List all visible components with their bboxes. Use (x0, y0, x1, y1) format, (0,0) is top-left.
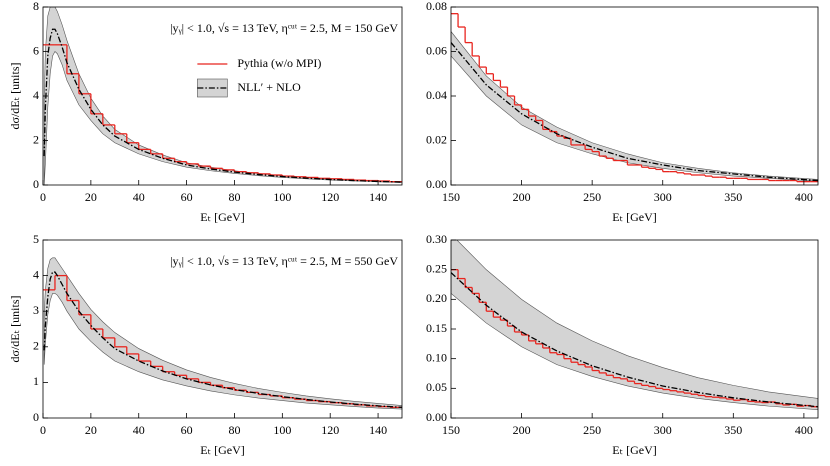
x-tick-label: 400 (795, 190, 813, 204)
x-axis-label: Eₜ [GeV] (200, 210, 245, 224)
y-tick-label: 0.30 (426, 232, 447, 246)
x-tick-label: 400 (795, 423, 813, 437)
plot-area (43, 257, 402, 410)
y-tick-label: 3 (33, 303, 39, 317)
y-tick-label: 0 (33, 410, 39, 424)
x-tick-label: 60 (181, 423, 193, 437)
frame (42, 239, 403, 419)
legend-label: NLL′ + NLO (237, 80, 301, 94)
y-tick-label: 0.10 (426, 350, 447, 364)
x-tick-label: 0 (40, 423, 46, 437)
central-curve (451, 272, 818, 408)
plot-area (43, 7, 402, 185)
x-tick-label: 100 (273, 423, 291, 437)
y-tick-label: 0.04 (426, 88, 447, 102)
x-tick-label: 120 (321, 423, 339, 437)
x-tick-label: 250 (583, 190, 601, 204)
x-tick-label: 20 (85, 190, 97, 204)
y-axis-label: dσ/dEₜ [units] (8, 62, 22, 129)
y-tick-label: 8 (33, 0, 39, 13)
x-tick-label: 150 (442, 190, 460, 204)
x-tick-label: 100 (273, 190, 291, 204)
y-axis-label: dσ/dEₜ [units] (8, 295, 22, 362)
x-tick-label: 350 (724, 423, 742, 437)
x-tick-label: 250 (583, 423, 601, 437)
x-tick-label: 300 (654, 423, 672, 437)
y-tick-label: 2 (33, 339, 39, 353)
y-tick-label: 5 (33, 232, 39, 246)
y-tick-label: 0.00 (426, 410, 447, 424)
annotation: |yᵧ| < 1.0, √s = 13 TeV, ηᶜᵘᵗ = 2.5, M =… (170, 254, 398, 268)
x-tick-label: 0 (40, 190, 46, 204)
uncertainty-band (43, 257, 402, 410)
central-curve (43, 28, 402, 183)
y-tick-label: 0.00 (426, 177, 447, 191)
y-tick-label: 4 (33, 267, 39, 281)
y-tick-label: 0 (33, 177, 39, 191)
x-axis-label: Eₜ [GeV] (612, 210, 657, 224)
x-tick-label: 80 (228, 423, 240, 437)
x-tick-label: 150 (442, 423, 460, 437)
x-tick-label: 200 (513, 423, 531, 437)
y-tick-label: 0.20 (426, 291, 447, 305)
x-axis-label: Eₜ [GeV] (612, 443, 657, 457)
central-curve (451, 42, 818, 182)
y-tick-label: 2 (33, 132, 39, 146)
x-tick-label: 350 (724, 190, 742, 204)
x-tick-label: 140 (369, 190, 387, 204)
annotation: |yᵧ| < 1.0, √s = 13 TeV, ηᶜᵘᵗ = 2.5, M =… (170, 21, 398, 35)
x-tick-label: 140 (369, 423, 387, 437)
uncertainty-band (43, 7, 402, 185)
uncertainty-band (451, 30, 818, 182)
x-axis-label: Eₜ [GeV] (200, 443, 245, 457)
y-tick-label: 0.08 (426, 0, 447, 13)
x-tick-label: 80 (228, 190, 240, 204)
x-tick-label: 20 (85, 423, 97, 437)
y-tick-label: 4 (33, 88, 39, 102)
x-tick-label: 200 (513, 190, 531, 204)
y-tick-label: 0.25 (426, 261, 447, 275)
x-tick-label: 40 (133, 423, 145, 437)
y-tick-label: 1 (33, 374, 39, 388)
x-tick-label: 60 (181, 190, 193, 204)
plot-area (451, 13, 818, 183)
y-tick-label: 6 (33, 43, 39, 57)
x-tick-label: 120 (321, 190, 339, 204)
uncertainty-band (451, 240, 818, 410)
y-tick-label: 0.06 (426, 43, 447, 57)
y-tick-label: 0.05 (426, 380, 447, 394)
y-tick-label: 0.02 (426, 132, 447, 146)
y-tick-label: 0.15 (426, 321, 447, 335)
plot-area (451, 240, 818, 410)
legend-label: Pythia (w/o MPI) (237, 56, 321, 70)
x-tick-label: 300 (654, 190, 672, 204)
x-tick-label: 40 (133, 190, 145, 204)
